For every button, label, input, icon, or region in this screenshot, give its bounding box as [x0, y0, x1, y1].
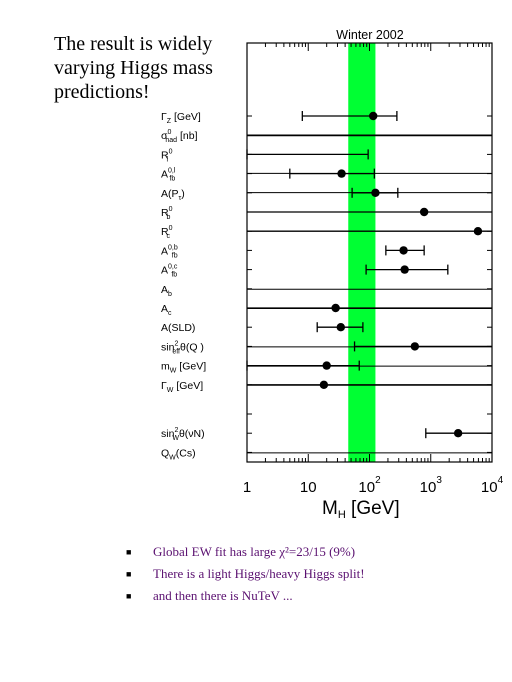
row-label: mW [GeV] — [161, 361, 206, 375]
x-tick-label: 10 — [300, 479, 317, 496]
bullet-text: Global EW fit has large χ²=23/15 (9%) — [153, 544, 356, 559]
data-point — [371, 188, 380, 197]
data-point — [473, 227, 483, 236]
row-label: A(Pτ) — [161, 188, 185, 202]
data-point — [400, 265, 409, 274]
row-label: A0,b fb — [161, 244, 178, 259]
bullet-item: ■ There is a light Higgs/heavy Higgs spli… — [126, 563, 365, 585]
data-point — [337, 169, 346, 178]
bullet-marker: ■ — [126, 591, 132, 601]
row-label: Ac — [161, 303, 172, 317]
chart-title: Winter 2002 — [336, 28, 403, 42]
data-point — [319, 380, 329, 389]
higgs-mass-chart: 1 10 102 103 104 MH [GeV] Winter 2002 ΓZ [GeV] σ… — [161, 28, 504, 521]
row-label: A0,c fb — [161, 264, 178, 279]
row-label: ΓW [GeV] — [161, 380, 203, 394]
prediction-band — [348, 43, 376, 462]
row-label: R0 b — [161, 206, 173, 221]
data-point — [322, 361, 331, 370]
data-point — [410, 342, 420, 351]
x-tick-label: 102 — [358, 475, 381, 496]
data-point — [453, 429, 463, 438]
row-label: ΓZ [GeV] — [161, 111, 201, 125]
bullet-text: There is a light Higgs/heavy Higgs split… — [153, 566, 365, 581]
row-label: R0 c — [161, 225, 173, 240]
row-label: sin2 effθ(Q ) — [161, 340, 204, 355]
x-tick-label: 1 — [243, 479, 251, 496]
data-point — [369, 111, 378, 121]
title-line-2: varying Higgs mass — [54, 57, 213, 79]
bullet-text: and then there is NuTeV ... — [153, 588, 293, 603]
bullet-item: ■ and then there is NuTeV ... — [126, 585, 365, 607]
title-line-3: predictions! — [54, 81, 150, 103]
row-label: A(SLD) — [161, 322, 195, 334]
row-label: Ab — [161, 284, 172, 298]
row-label: R0 l — [161, 148, 173, 163]
title-line-1: The result is widely — [54, 33, 213, 55]
row-label: QW(Cs) — [161, 447, 196, 461]
data-point — [419, 207, 429, 217]
slide-title: The result is widely varying Higgs mass … — [54, 32, 244, 104]
x-tick-label: 103 — [420, 475, 443, 496]
bullet-marker: ■ — [126, 547, 132, 557]
bullet-item: ■ Global EW fit has large χ²=23/15 (9%) — [126, 541, 365, 563]
bullet-list: ■ Global EW fit has large χ²=23/15 (9%) ■… — [126, 541, 365, 607]
row-label: A0,l fb — [161, 168, 176, 183]
data-point — [336, 323, 346, 332]
row-label: σ0 had [nb] — [161, 129, 198, 144]
bullet-marker: ■ — [126, 569, 132, 579]
x-tick-label: 104 — [481, 475, 504, 496]
data-point — [399, 246, 408, 255]
data-point — [331, 303, 340, 313]
x-axis-label: MH [GeV] — [322, 498, 400, 521]
row-label: sin2 Wθ(νN) — [161, 427, 205, 442]
